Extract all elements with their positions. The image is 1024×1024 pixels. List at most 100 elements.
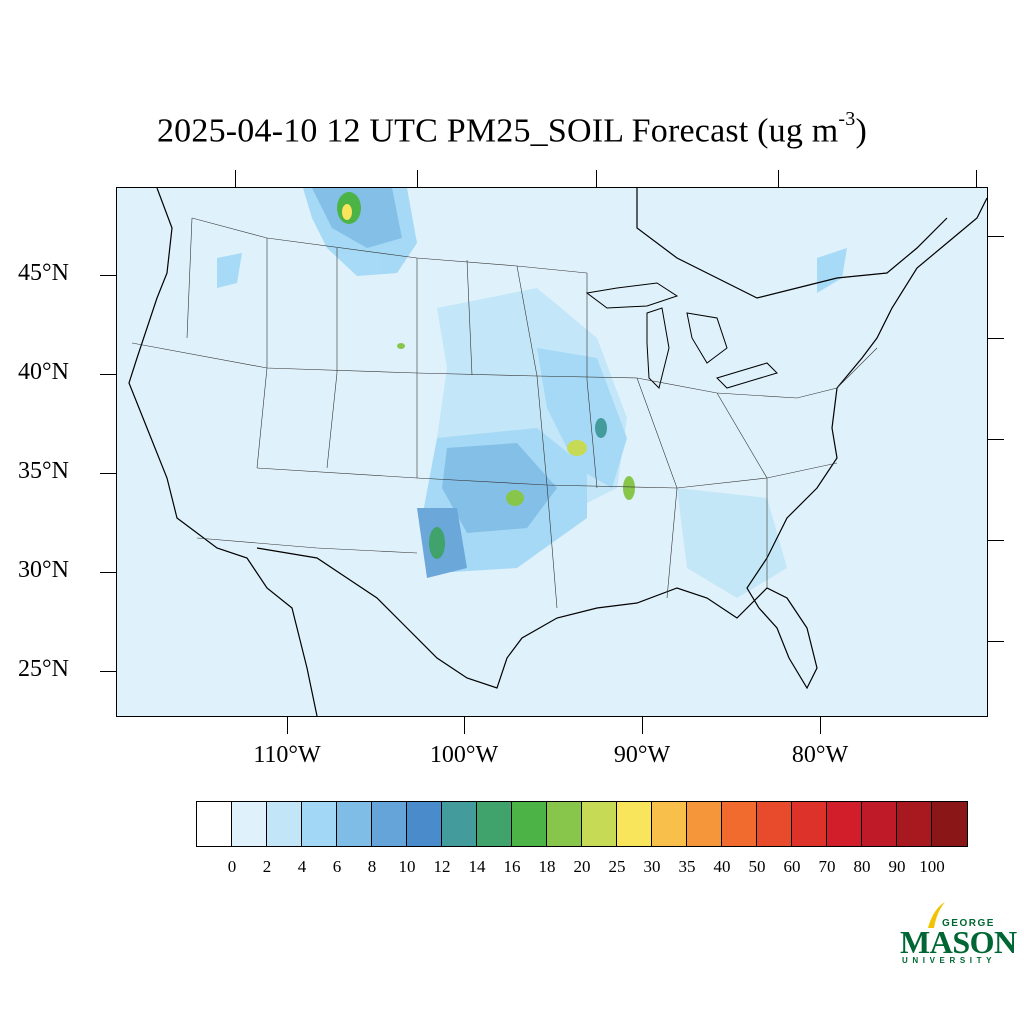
lon-label: 110°W <box>253 742 321 768</box>
colorbar-cell <box>477 802 512 846</box>
logo-university: UNIVERSITY <box>902 956 997 965</box>
lake-erie <box>716 362 778 389</box>
plume-idaho <box>217 253 242 288</box>
colorbar-label: 18 <box>538 857 556 876</box>
hotspot-wyoming <box>397 343 405 349</box>
right-tick <box>988 439 1004 440</box>
left-tick <box>100 374 116 375</box>
right-tick <box>988 641 1004 642</box>
hotspots <box>337 192 635 559</box>
hotspot-arkansas <box>623 476 635 500</box>
colorbar-cell <box>897 802 932 846</box>
bottom-tick <box>287 717 288 734</box>
colorbar-cell <box>547 802 582 846</box>
left-tick <box>100 275 116 276</box>
lat-label: 25°N <box>18 656 69 682</box>
right-tick <box>988 540 1004 541</box>
lon-label: 80°W <box>791 742 849 768</box>
lon-label: 100°W <box>429 742 499 768</box>
colorbar-label: 14 <box>468 857 486 876</box>
us-coastline <box>128 188 987 716</box>
colorbar-label: 60 <box>783 857 801 876</box>
colorbar-cell <box>302 802 337 846</box>
colorbar-cell <box>652 802 687 846</box>
colorbar-cell <box>687 802 722 846</box>
right-tick <box>988 338 1004 339</box>
colorbar-cell <box>932 802 967 846</box>
colorbar-label: 20 <box>573 857 591 876</box>
top-tick <box>596 170 597 187</box>
colorbar-cell <box>862 802 897 846</box>
gmu-logo: GEORGE MASON UNIVERSITY <box>898 898 1017 968</box>
colorbar-cell <box>232 802 267 846</box>
colorbar-cell <box>722 802 757 846</box>
forecast-map <box>116 187 988 717</box>
colorbar-label: 12 <box>433 857 451 876</box>
colorbar-cell <box>197 802 232 846</box>
colorbar-cell <box>617 802 652 846</box>
hotspot-illinois <box>595 418 607 438</box>
colorbar-cell <box>582 802 617 846</box>
plume-southeast <box>677 488 787 598</box>
colorbar-label: 2 <box>262 857 272 876</box>
colorbar-label: 100 <box>919 857 945 876</box>
lat-label: 45°N <box>18 260 69 286</box>
lat-label: 35°N <box>18 458 69 484</box>
hotspot-montana-core <box>342 204 352 220</box>
hotspot-texas-green <box>429 527 445 559</box>
swoosh-icon <box>928 902 945 928</box>
colorbar-label: 70 <box>818 857 836 876</box>
colorbar-cell <box>757 802 792 846</box>
top-tick <box>976 170 977 187</box>
top-tick <box>235 170 236 187</box>
plume-missouri <box>537 348 627 488</box>
bottom-tick <box>464 717 465 734</box>
colorbar-label: 4 <box>297 857 307 876</box>
colorbar-label: 80 <box>853 857 871 876</box>
logo-mason: MASON <box>900 924 1017 960</box>
concentration-fields <box>217 188 847 598</box>
plume-northeast <box>817 248 847 293</box>
logo-george: GEORGE <box>942 918 995 929</box>
great-lakes <box>585 282 778 389</box>
colorbar-cell <box>267 802 302 846</box>
top-tick <box>778 170 779 187</box>
colorbar-label: 16 <box>503 857 521 876</box>
colorbar-label: 40 <box>713 857 731 876</box>
colorbar-cell <box>442 802 477 846</box>
top-tick <box>417 170 418 187</box>
colorbar-cell <box>372 802 407 846</box>
colorbar-label: 10 <box>398 857 416 876</box>
colorbar-label: 6 <box>332 857 342 876</box>
colorbar-label: 25 <box>608 857 626 876</box>
lon-label: 90°W <box>613 742 671 768</box>
colorbar <box>196 801 968 847</box>
hotspot-missouri <box>567 440 587 456</box>
colorbar-label: 30 <box>643 857 661 876</box>
lake-superior <box>585 282 679 309</box>
lake-huron <box>686 312 728 364</box>
colorbar-label: 50 <box>748 857 766 876</box>
lat-label: 40°N <box>18 359 69 385</box>
left-tick <box>100 473 116 474</box>
left-tick <box>100 671 116 672</box>
colorbar-label: 35 <box>678 857 696 876</box>
lat-label: 30°N <box>18 557 69 583</box>
map-title: 2025-04-10 12 UTC PM25_SOIL Forecast (ug… <box>156 108 868 150</box>
bottom-tick <box>820 717 821 734</box>
colorbar-label: 90 <box>888 857 906 876</box>
hotspot-oklahoma <box>506 490 524 506</box>
lake-michigan <box>646 307 670 389</box>
state-borders <box>131 217 878 609</box>
colorbar-cell <box>337 802 372 846</box>
colorbar-cell <box>407 802 442 846</box>
colorbar-cell <box>827 802 862 846</box>
colorbar-label: 8 <box>367 857 377 876</box>
colorbar-cell <box>512 802 547 846</box>
colorbar-cell <box>792 802 827 846</box>
bottom-tick <box>642 717 643 734</box>
plume-kansas-core <box>442 443 557 533</box>
left-tick <box>100 572 116 573</box>
right-tick <box>988 236 1004 237</box>
colorbar-label: 0 <box>227 857 237 876</box>
